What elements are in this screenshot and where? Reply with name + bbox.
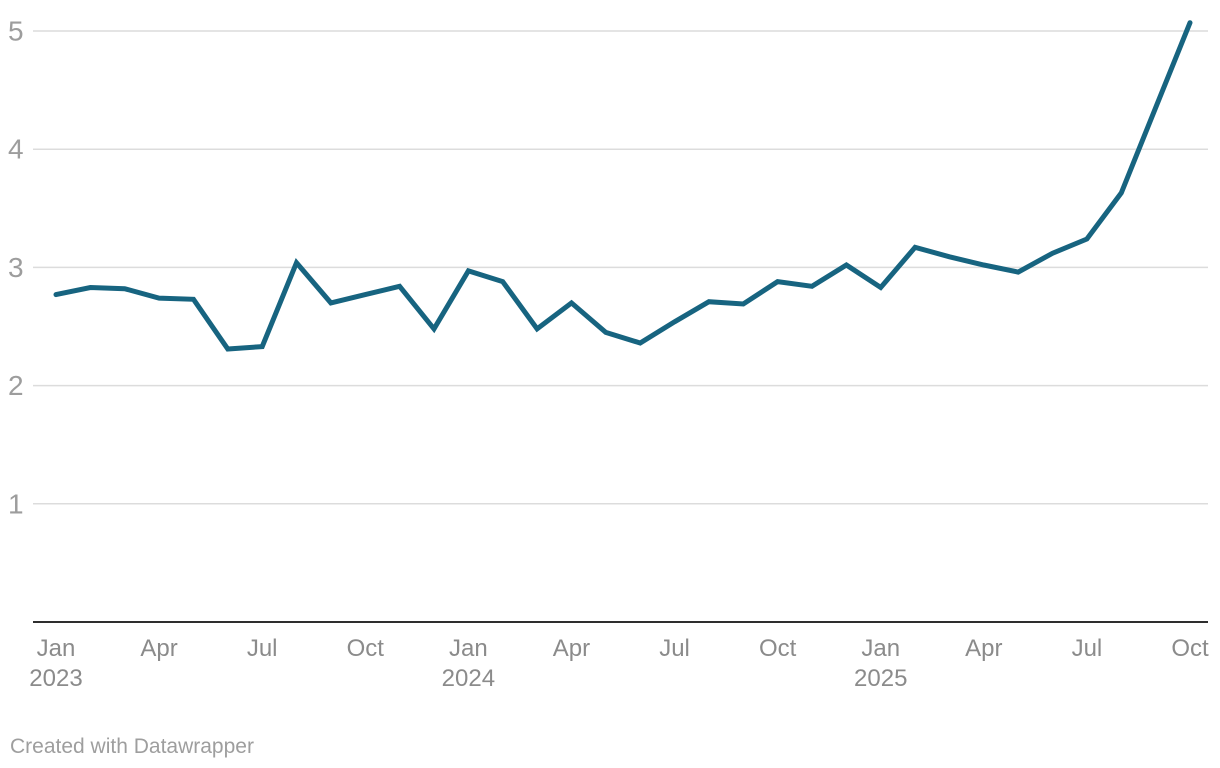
- x-tick-label: Apr: [965, 635, 1002, 662]
- x-tick-label: Oct: [347, 635, 385, 662]
- x-tick-label: Apr: [553, 635, 590, 662]
- x-tick-year-label: 2025: [854, 665, 907, 692]
- x-tick-label: Jul: [247, 635, 278, 662]
- x-tick-label: Jan: [861, 635, 900, 662]
- data-line-series: [53, 20, 1193, 352]
- x-tick-label: Jan: [37, 635, 76, 662]
- y-tick-label: 3: [8, 252, 24, 283]
- x-tick-label: Oct: [1171, 635, 1209, 662]
- x-tick-label: Jul: [659, 635, 690, 662]
- x-tick-label: Jan: [449, 635, 488, 662]
- x-tick-year-label: 2023: [29, 665, 82, 692]
- y-tick-label: 1: [8, 488, 24, 519]
- y-tick-label: 2: [8, 370, 24, 401]
- x-tick-label: Jul: [1072, 635, 1103, 662]
- y-tick-label: 4: [8, 134, 24, 165]
- datawrapper-credit-link[interactable]: Created with Datawrapper: [10, 735, 254, 758]
- y-tick-label: 5: [8, 16, 24, 47]
- x-tick-label: Apr: [140, 635, 177, 662]
- x-tick-year-label: 2024: [442, 665, 495, 692]
- x-tick-label: Oct: [759, 635, 797, 662]
